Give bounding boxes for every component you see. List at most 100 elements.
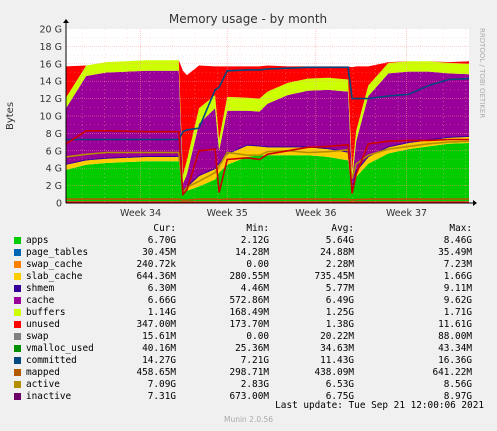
y-tick-label: 14 G	[40, 77, 62, 88]
last-update: Last update: Tue Sep 21 12:00:06 2021	[275, 400, 484, 411]
legend-value-max: 43.34M	[438, 343, 472, 354]
legend-value-min: 173.70M	[229, 319, 269, 330]
legend-swatch	[14, 393, 21, 400]
legend-value-cur: 240.72k	[136, 259, 176, 270]
legend-label: cache	[26, 295, 55, 306]
y-tick-label: 16 G	[40, 59, 62, 70]
legend-label: unused	[26, 319, 60, 330]
legend-value-min: 2.12G	[240, 235, 269, 246]
legend-swatch	[14, 285, 21, 292]
legend-value-avg: 6.53G	[325, 379, 354, 390]
legend-header-avg: Avg:	[331, 223, 354, 234]
legend-label: shmem	[26, 283, 55, 294]
legend-value-min: 0.00	[246, 331, 269, 342]
legend-value-avg: 6.75G	[325, 391, 354, 402]
y-tick-label: 0	[56, 199, 62, 210]
legend-value-cur: 6.66G	[147, 295, 176, 306]
legend-row-page-tables: page_tables 30.45M 14.28M 24.88M 35.49M	[12, 247, 497, 259]
x-tick-label: Week 37	[386, 208, 427, 219]
legend-row-mapped: mapped 458.65M 298.71M 438.09M 641.22M	[12, 367, 497, 379]
axes: 0 2 G 4 G 6 G 8 G 10 G 12 G 14 G 16 G 18 G 20 G Wee…	[40, 19, 477, 219]
y-tick-label: 12 G	[40, 94, 62, 105]
y-tick-label: 2 G	[46, 181, 62, 192]
legend-label: swap_cache	[26, 259, 83, 270]
x-tick-label: Week 36	[295, 208, 336, 219]
legend-value-avg: 5.64G	[325, 235, 354, 246]
legend-row-inactive: inactive 7.31G 673.00M 6.75G 8.97G	[12, 391, 497, 403]
y-tick-label: 4 G	[46, 164, 62, 175]
legend-swatch	[14, 321, 21, 328]
legend-value-cur: 1.14G	[147, 307, 176, 318]
legend-swatch	[14, 369, 21, 376]
line-active	[65, 140, 470, 195]
area-cache	[66, 70, 469, 192]
legend-row-cache: cache 6.66G 572.86M 6.49G 9.62G	[12, 295, 497, 307]
line-mapped	[66, 198, 469, 201]
memory-usage-chart: Memory usage - by month Bytes RRDTOOL / …	[5, 12, 486, 424]
y-axis-label: Bytes	[5, 102, 16, 130]
legend-row-active: active 7.09G 2.83G 6.53G 8.56G	[12, 379, 497, 391]
legend-value-max: 1.71G	[443, 307, 472, 318]
legend-label: buffers	[26, 307, 66, 318]
x-tick-label: Week 34	[120, 208, 161, 219]
legend-label: active	[26, 379, 60, 390]
legend-value-max: 641.22M	[432, 367, 472, 378]
x-axis-arrow	[473, 200, 477, 206]
legend-label: slab_cache	[26, 271, 83, 282]
legend-value-avg: 20.22M	[320, 331, 354, 342]
legend-value-max: 7.23M	[443, 259, 472, 270]
rrdtool-watermark: RRDTOOL / TOBI OETIKER	[478, 28, 486, 118]
legend-swatch	[14, 381, 21, 388]
legend-value-min: 7.21G	[240, 355, 269, 366]
area-slab-cache	[66, 136, 469, 195]
y-tick-label: 6 G	[46, 146, 62, 157]
legend-swatch	[14, 273, 21, 280]
legend-value-cur: 14.27G	[142, 355, 176, 366]
legend-value-avg: 34.63M	[320, 343, 354, 354]
legend-value-cur: 40.16M	[142, 343, 176, 354]
y-axis-arrow	[63, 19, 69, 23]
legend-value-min: 298.71M	[229, 367, 269, 378]
legend-value-cur: 644.36M	[136, 271, 176, 282]
legend-value-max: 11.61G	[438, 319, 472, 330]
legend-swatch	[14, 297, 21, 304]
legend-value-max: 16.36G	[438, 355, 472, 366]
area-apps	[66, 143, 469, 202]
legend-value-avg: 1.25G	[325, 307, 354, 318]
legend-row-swap: swap 15.61M 0.00 20.22M 88.00M	[12, 331, 497, 343]
legend-swatch	[14, 333, 21, 340]
legend-value-cur: 15.61M	[142, 331, 176, 342]
legend-label: swap	[26, 331, 49, 342]
legend-value-avg: 2.28M	[325, 259, 354, 270]
legend-value-cur: 30.45M	[142, 247, 176, 258]
munin-version: Munin 2.0.56	[223, 415, 274, 424]
legend-value-cur: 458.65M	[136, 367, 176, 378]
y-tick-label: 20 G	[40, 25, 62, 36]
legend-swatch	[14, 309, 21, 316]
x-tick-label: Week 35	[207, 208, 248, 219]
legend-swatch	[14, 237, 21, 244]
legend-value-min: 25.36M	[235, 343, 269, 354]
legend-row-buffers: buffers 1.14G 168.49M 1.25G 1.71G	[12, 307, 497, 319]
legend-row-committed: committed 14.27G 7.21G 11.43G 16.36G	[12, 355, 497, 367]
legend-value-avg: 1.38G	[325, 319, 354, 330]
chart-svg: Memory usage - by month Bytes RRDTOOL / …	[5, 12, 486, 219]
chart-title: Memory usage - by month	[169, 12, 327, 26]
legend-value-min: 168.49M	[229, 307, 269, 318]
area-unused	[66, 60, 469, 176]
legend-value-avg: 438.09M	[314, 367, 354, 378]
legend-label: inactive	[26, 391, 72, 402]
legend-value-max: 9.11M	[443, 283, 472, 294]
legend-value-min: 14.28M	[235, 247, 269, 258]
legend-label: page_tables	[26, 247, 89, 258]
legend-label: committed	[26, 355, 77, 366]
legend-value-avg: 5.77M	[325, 283, 354, 294]
legend-value-max: 88.00M	[438, 331, 472, 342]
legend-value-min: 0.00	[246, 259, 269, 270]
legend-value-max: 1.66G	[443, 271, 472, 282]
legend-row-swap-cache: swap_cache 240.72k 0.00 2.28M 7.23M	[12, 259, 497, 271]
legend-value-avg: 735.45M	[314, 271, 354, 282]
legend-value-cur: 6.70G	[147, 235, 176, 246]
legend-value-avg: 6.49G	[325, 295, 354, 306]
legend-value-min: 2.83G	[240, 379, 269, 390]
